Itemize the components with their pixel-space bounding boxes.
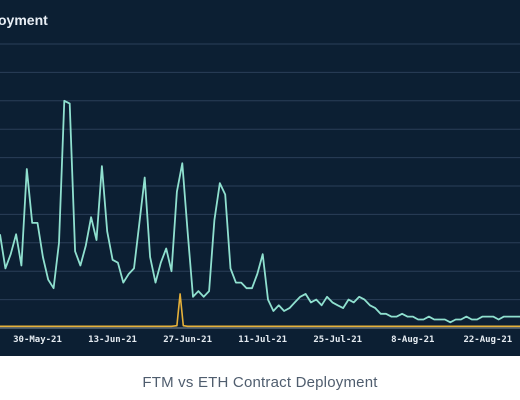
figure-caption: FTM vs ETH Contract Deployment — [142, 374, 378, 391]
x-tick-label: 11-Jul-21 — [238, 335, 287, 345]
x-tick-label: 13-Jun-21 — [88, 335, 137, 345]
x-tick-label: 30-May-21 — [13, 335, 62, 345]
series-line-secondary — [0, 293, 520, 328]
x-tick-label: 25-Jul-21 — [313, 335, 362, 345]
x-tick-label: 27-Jun-21 — [163, 335, 212, 345]
series-line-main — [0, 99, 520, 324]
x-tick-label: 22-Aug-21 — [463, 335, 512, 345]
line-chart: 30-May-21 13-Jun-21 27-Jun-21 11-Jul-21 25-J… — [0, 43, 520, 345]
chart-panel: 30-May-21 13-Jun-21 27-Jun-21 11-Jul-21 25-J… — [0, 0, 520, 356]
x-tick-label: 8-Aug-21 — [391, 335, 434, 345]
chart-title: oyment — [0, 12, 48, 28]
